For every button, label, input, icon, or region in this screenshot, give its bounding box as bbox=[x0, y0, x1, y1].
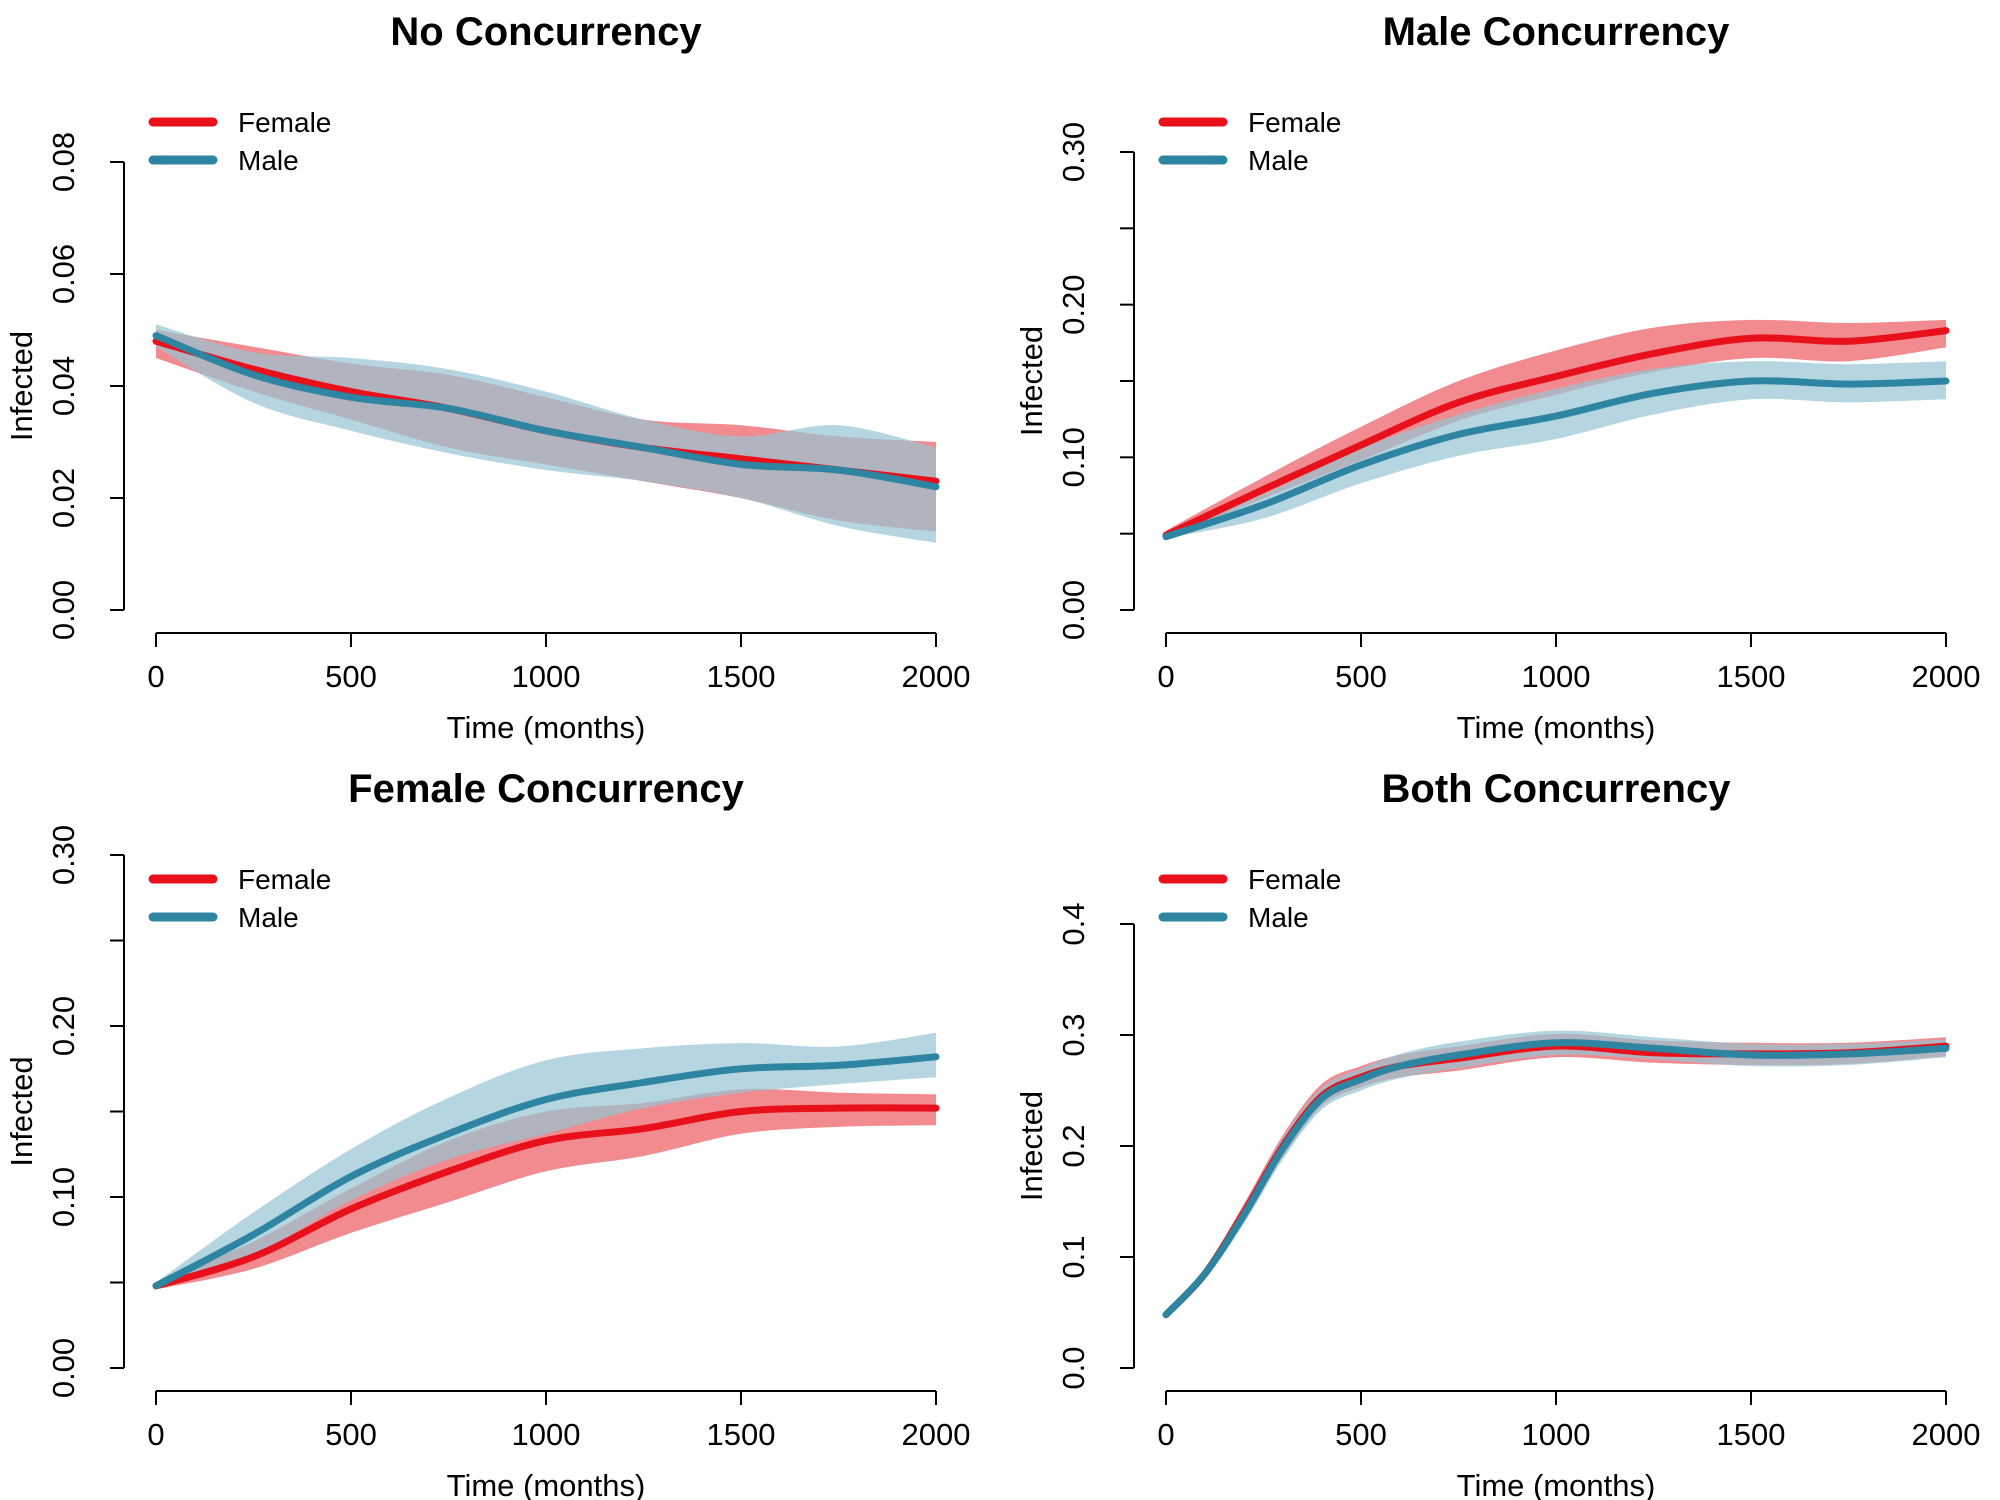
x-tick-label: 0 bbox=[147, 1417, 164, 1452]
y-tick-label: 0.06 bbox=[46, 244, 81, 304]
legend-label-female: Female bbox=[1248, 107, 1341, 138]
x-tick-label: 1000 bbox=[1522, 1417, 1591, 1452]
series-line-female bbox=[152, 1104, 940, 1290]
x-axis-label: Time (months) bbox=[1457, 1468, 1656, 1500]
x-tick-label: 1000 bbox=[512, 659, 581, 694]
band-male bbox=[1166, 361, 1946, 539]
legend-label-male: Male bbox=[238, 145, 299, 176]
x-tick-label: 1500 bbox=[1717, 1417, 1786, 1452]
legend-label-male: Male bbox=[1248, 145, 1309, 176]
y-tick-label: 0.10 bbox=[1056, 427, 1091, 487]
y-axis-label: Infected bbox=[4, 1056, 39, 1166]
x-tick-label: 1500 bbox=[1717, 659, 1786, 694]
y-axis-label: Infected bbox=[1014, 1091, 1049, 1201]
legend-label-female: Female bbox=[238, 107, 331, 138]
band-female bbox=[1166, 1033, 1946, 1317]
y-tick-label: 0.20 bbox=[46, 996, 81, 1056]
band-male bbox=[156, 1032, 936, 1290]
y-tick-label: 0.0 bbox=[1056, 1346, 1091, 1389]
panel-no-concurrency: No Concurrency Time (months) Infected Fe… bbox=[4, 10, 970, 745]
legend-label-male: Male bbox=[238, 902, 299, 933]
y-tick-label: 0.3 bbox=[1056, 1013, 1091, 1056]
x-tick-label: 1000 bbox=[1522, 659, 1591, 694]
panel-male-concurrency: Male Concurrency Time (months) Infected … bbox=[1014, 10, 1980, 745]
x-tick-label: 1500 bbox=[707, 659, 776, 694]
y-tick-label: 0.00 bbox=[46, 580, 81, 640]
y-tick-label: 0.00 bbox=[46, 1338, 81, 1398]
x-axis-label: Time (months) bbox=[447, 1468, 646, 1500]
series-line-male bbox=[1162, 1039, 1950, 1319]
x-tick-label: 500 bbox=[325, 1417, 377, 1452]
y-tick-label: 0.00 bbox=[1056, 580, 1091, 640]
legend-label-female: Female bbox=[1248, 864, 1341, 895]
y-tick-label: 0.08 bbox=[46, 132, 81, 192]
series-line-female bbox=[1162, 327, 1950, 539]
y-tick-label: 0.02 bbox=[46, 468, 81, 528]
panel-title: No Concurrency bbox=[390, 10, 702, 54]
panel-title: Male Concurrency bbox=[1383, 10, 1731, 54]
x-axis-label: Time (months) bbox=[1457, 710, 1656, 745]
x-tick-label: 500 bbox=[1335, 1417, 1387, 1452]
y-tick-label: 0.4 bbox=[1056, 902, 1091, 945]
x-tick-label: 500 bbox=[1335, 659, 1387, 694]
confidence-bands bbox=[1166, 319, 1946, 539]
panel-title: Female Concurrency bbox=[348, 767, 744, 811]
series-line-male bbox=[1162, 377, 1950, 541]
legend-label-female: Female bbox=[238, 864, 331, 895]
y-tick-label: 0.1 bbox=[1056, 1235, 1091, 1278]
legend-label-male: Male bbox=[1248, 902, 1309, 933]
y-tick-label: 0.30 bbox=[1056, 122, 1091, 182]
x-tick-label: 500 bbox=[325, 659, 377, 694]
confidence-bands bbox=[1166, 1030, 1946, 1317]
x-tick-label: 0 bbox=[1157, 1417, 1174, 1452]
x-tick-label: 0 bbox=[147, 659, 164, 694]
x-tick-label: 1000 bbox=[512, 1417, 581, 1452]
series-line-male bbox=[152, 1053, 940, 1290]
series-line-female bbox=[1162, 1042, 1950, 1319]
panel-title: Both Concurrency bbox=[1382, 767, 1732, 811]
x-tick-label: 2000 bbox=[1912, 659, 1981, 694]
panel-female-concurrency: Female Concurrency Time (months) Infecte… bbox=[4, 767, 970, 1500]
x-tick-label: 1500 bbox=[707, 1417, 776, 1452]
x-tick-label: 2000 bbox=[1912, 1417, 1981, 1452]
y-tick-label: 0.04 bbox=[46, 356, 81, 416]
y-tick-label: 0.10 bbox=[46, 1167, 81, 1227]
y-tick-label: 0.2 bbox=[1056, 1124, 1091, 1167]
y-axis-label: Infected bbox=[4, 331, 39, 441]
x-tick-label: 0 bbox=[1157, 659, 1174, 694]
x-axis-label: Time (months) bbox=[447, 710, 646, 745]
panel-both-concurrency: Both Concurrency Time (months) Infected … bbox=[1014, 767, 1980, 1500]
x-tick-label: 2000 bbox=[902, 659, 971, 694]
y-tick-label: 0.20 bbox=[1056, 274, 1091, 334]
series-line-male bbox=[152, 332, 940, 491]
y-tick-label: 0.30 bbox=[46, 825, 81, 885]
y-axis-label: Infected bbox=[1014, 326, 1049, 436]
band-male bbox=[1166, 1030, 1946, 1317]
x-tick-label: 2000 bbox=[902, 1417, 971, 1452]
